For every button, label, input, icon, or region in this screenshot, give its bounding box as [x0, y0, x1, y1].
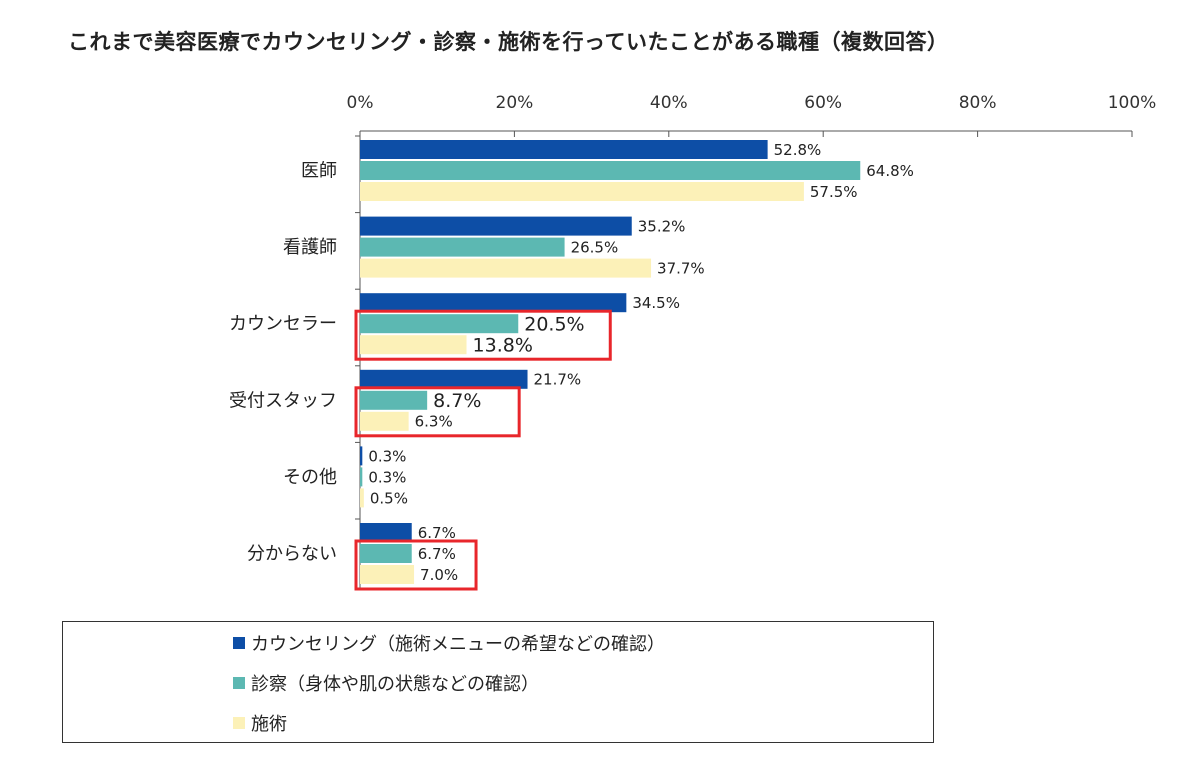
bar — [360, 293, 627, 313]
data-label: 34.5% — [632, 294, 680, 312]
data-label: 0.3% — [368, 447, 406, 465]
legend-item-counseling: カウンセリング（施術メニューの希望などの確認） — [233, 630, 665, 656]
bar — [360, 565, 415, 584]
legend: カウンセリング（施術メニューの希望などの確認） 診察（身体や肌の状態などの確認）… — [62, 621, 934, 743]
highlight-box — [354, 539, 478, 591]
legend-label-counseling: カウンセリング（施術メニューの希望などの確認） — [251, 634, 665, 655]
bar — [360, 335, 467, 355]
data-label: 21.7% — [534, 371, 582, 389]
x-tick-label: 60% — [804, 93, 842, 113]
data-label: 7.0% — [420, 566, 458, 584]
legend-swatch-counseling — [233, 637, 245, 649]
highlight-box — [354, 386, 521, 438]
bar — [360, 216, 632, 236]
bar — [360, 237, 565, 257]
x-tick-label: 100% — [1108, 93, 1157, 113]
data-label: 13.8% — [473, 335, 533, 357]
data-label: 8.7% — [433, 390, 481, 412]
bar — [360, 369, 528, 389]
data-label: 37.7% — [657, 260, 705, 278]
category-label: 医師 — [301, 161, 337, 182]
data-label: 64.8% — [866, 162, 914, 180]
data-label: 6.7% — [418, 545, 456, 563]
bar — [360, 258, 652, 278]
data-label: 0.5% — [370, 489, 408, 507]
data-label: 20.5% — [524, 314, 584, 336]
bar — [360, 488, 364, 508]
bar — [360, 544, 412, 563]
legend-swatch-treatment — [233, 717, 245, 729]
x-tick-label: 20% — [496, 93, 534, 113]
x-tick-label: 0% — [347, 93, 374, 113]
bar — [360, 182, 804, 201]
category-label: 看護師 — [283, 237, 337, 258]
x-tick-label: 40% — [650, 93, 688, 113]
category-label: カウンセラー — [229, 314, 337, 335]
highlight-box — [354, 309, 612, 361]
bar — [360, 140, 768, 159]
legend-item-treatment: 施術 — [233, 710, 287, 736]
bar — [360, 411, 409, 431]
legend-swatch-examination — [233, 677, 245, 689]
bar — [360, 467, 363, 487]
data-label: 6.7% — [418, 524, 456, 542]
bar — [360, 161, 861, 180]
data-label: 0.3% — [368, 468, 406, 486]
bar-chart: 0% 20% 40% 60% 80% 100% 医師看護師カウンセラー受付スタッフその他分か… — [229, 93, 1157, 591]
legend-label-treatment: 施術 — [251, 714, 287, 735]
data-label: 6.3% — [415, 413, 453, 431]
bar — [360, 446, 363, 466]
data-label: 26.5% — [571, 239, 619, 257]
legend-label-examination: 診察（身体や肌の状態などの確認） — [251, 674, 539, 695]
category-label: その他 — [283, 467, 337, 488]
data-label: 57.5% — [810, 183, 858, 201]
bar — [360, 523, 412, 542]
x-tick-label: 80% — [959, 93, 997, 113]
data-label: 52.8% — [774, 141, 822, 159]
bar — [360, 314, 519, 334]
bar — [360, 390, 428, 410]
category-label: 受付スタッフ — [229, 390, 337, 411]
category-label: 分からない — [247, 544, 337, 565]
data-label: 35.2% — [638, 218, 686, 236]
chart-title: これまで美容医療でカウンセリング・診察・施術を行っていたことがある職種（複数回答… — [68, 30, 949, 54]
legend-item-examination: 診察（身体や肌の状態などの確認） — [233, 670, 539, 696]
